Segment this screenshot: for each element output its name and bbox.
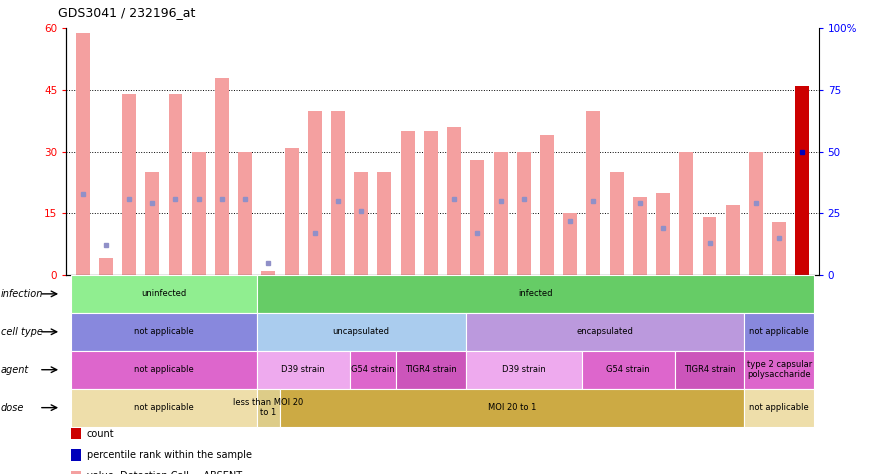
Text: GDS3041 / 232196_at: GDS3041 / 232196_at [58,6,195,19]
Bar [494,152,507,275]
Bar [192,152,205,275]
Text: not applicable: not applicable [750,403,809,412]
Text: percentile rank within the sample: percentile rank within the sample [87,450,251,460]
Text: D39 strain: D39 strain [502,365,546,374]
Bar [796,86,810,275]
Bar [122,94,136,275]
Bar [749,152,763,275]
Bar [680,152,693,275]
Text: count: count [87,428,114,439]
Bar [308,110,322,275]
Bar [168,94,182,275]
Text: agent: agent [1,365,29,375]
Text: G54 strain: G54 strain [606,365,650,374]
Bar [726,205,740,275]
Text: dose: dose [1,402,24,413]
Text: cell type: cell type [1,327,42,337]
Bar [517,152,531,275]
Bar [656,193,670,275]
Text: value, Detection Call = ABSENT: value, Detection Call = ABSENT [87,471,242,474]
Bar [447,127,461,275]
Bar [261,271,275,275]
Bar [470,160,484,275]
Bar [331,110,345,275]
Bar [610,172,624,275]
Text: infection: infection [1,289,43,299]
Bar [238,152,252,275]
Bar [145,172,159,275]
Text: uninfected: uninfected [142,290,187,298]
Bar [587,110,600,275]
Text: not applicable: not applicable [134,365,194,374]
Bar [354,172,368,275]
Text: not applicable: not applicable [750,328,809,336]
Bar [540,135,554,275]
Text: less than MOI 20
to 1: less than MOI 20 to 1 [234,398,304,417]
Text: MOI 20 to 1: MOI 20 to 1 [488,403,536,412]
Bar [773,221,786,275]
Text: TIGR4 strain: TIGR4 strain [405,365,457,374]
Text: type 2 capsular
polysaccharide: type 2 capsular polysaccharide [747,360,812,379]
Bar [99,258,112,275]
Text: G54 strain: G54 strain [351,365,395,374]
Bar [424,131,438,275]
Text: encapsulated: encapsulated [577,328,634,336]
Bar [285,147,298,275]
Bar [378,172,391,275]
Text: not applicable: not applicable [134,403,194,412]
Text: TIGR4 strain: TIGR4 strain [683,365,735,374]
Text: not applicable: not applicable [134,328,194,336]
Bar [215,78,229,275]
Bar [633,197,647,275]
Bar [563,213,577,275]
Bar [401,131,415,275]
Text: D39 strain: D39 strain [281,365,325,374]
Text: uncapsulated: uncapsulated [333,328,389,336]
Bar [703,218,717,275]
Text: infected: infected [518,290,552,298]
Bar [75,33,89,275]
